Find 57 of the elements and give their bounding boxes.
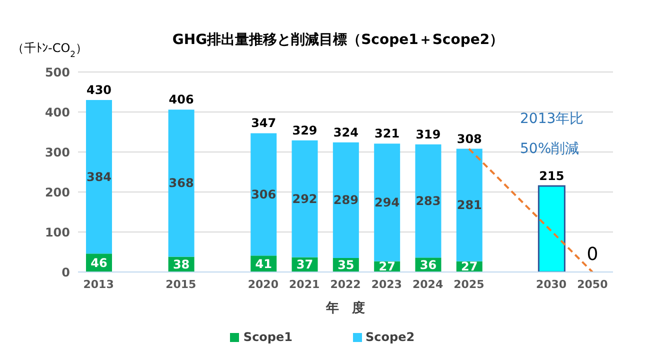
y-axis-title: （千ﾄﾝ-CO$_{2}$） [12,41,88,59]
y-tick-label: 400 [44,105,70,120]
data-label: 38 [172,257,190,272]
x-tick-label: 2015 [166,278,196,291]
legend-label: Scope1 [242,330,292,344]
data-label: 27 [378,260,396,274]
bar [374,144,400,262]
total-label: 406 [168,92,194,107]
y-tick-label: 300 [44,145,70,160]
x-axis-title: 年 度 [325,300,365,316]
bar [415,144,442,258]
bar [538,185,566,272]
bar [86,100,112,254]
data-label: 306 [251,187,276,202]
legend-label: Scope2 [364,330,415,344]
data-label: 294 [374,195,400,210]
data-label: 289 [333,193,358,208]
data-label: 0 [586,244,598,265]
data-label: 35 [338,258,354,272]
bar [456,148,482,262]
data-label: 27 [461,260,478,274]
x-tick-label: 2050 [577,278,608,291]
data-label: 281 [456,198,482,212]
data-label: 37 [296,258,314,272]
data-label: 283 [416,194,441,208]
total-label: 308 [456,132,482,146]
data-label: 292 [292,192,318,206]
data-label: 41 [255,256,272,271]
bar [292,140,318,258]
total-label: 324 [333,125,358,140]
data-label: 384 [86,170,112,184]
y-tick-label: 200 [44,185,70,200]
y-tick-label: 500 [44,65,70,80]
x-tick-label: 2020 [248,278,279,291]
y-tick-label: 100 [44,225,70,240]
x-tick-label: 2022 [330,278,361,291]
x-tick-label: 2023 [371,278,402,291]
x-tick-label: 2021 [289,278,320,291]
total-label: 347 [251,116,276,130]
bar [332,142,359,258]
x-tick-label: 2024 [412,278,444,291]
total-label: 321 [374,126,400,141]
total-label: 430 [86,83,112,97]
bar [168,110,194,257]
chart-title: GHG排出量推移と削減目標（Scope1＋Scope2） [172,32,504,48]
data-label: 36 [420,258,437,272]
x-tick-label: 2025 [454,278,484,291]
bar [250,133,277,256]
data-label: 368 [168,176,194,190]
x-tick-label: 2013 [83,278,114,291]
data-label: 215 [539,169,564,183]
data-label: 46 [90,256,108,270]
annotation: 2013年比 50%削減 [520,110,584,159]
total-label: 329 [292,123,318,138]
y-tick-label: 0 [62,265,70,280]
total-label: 319 [416,127,441,142]
x-tick-label: 2030 [536,278,567,291]
